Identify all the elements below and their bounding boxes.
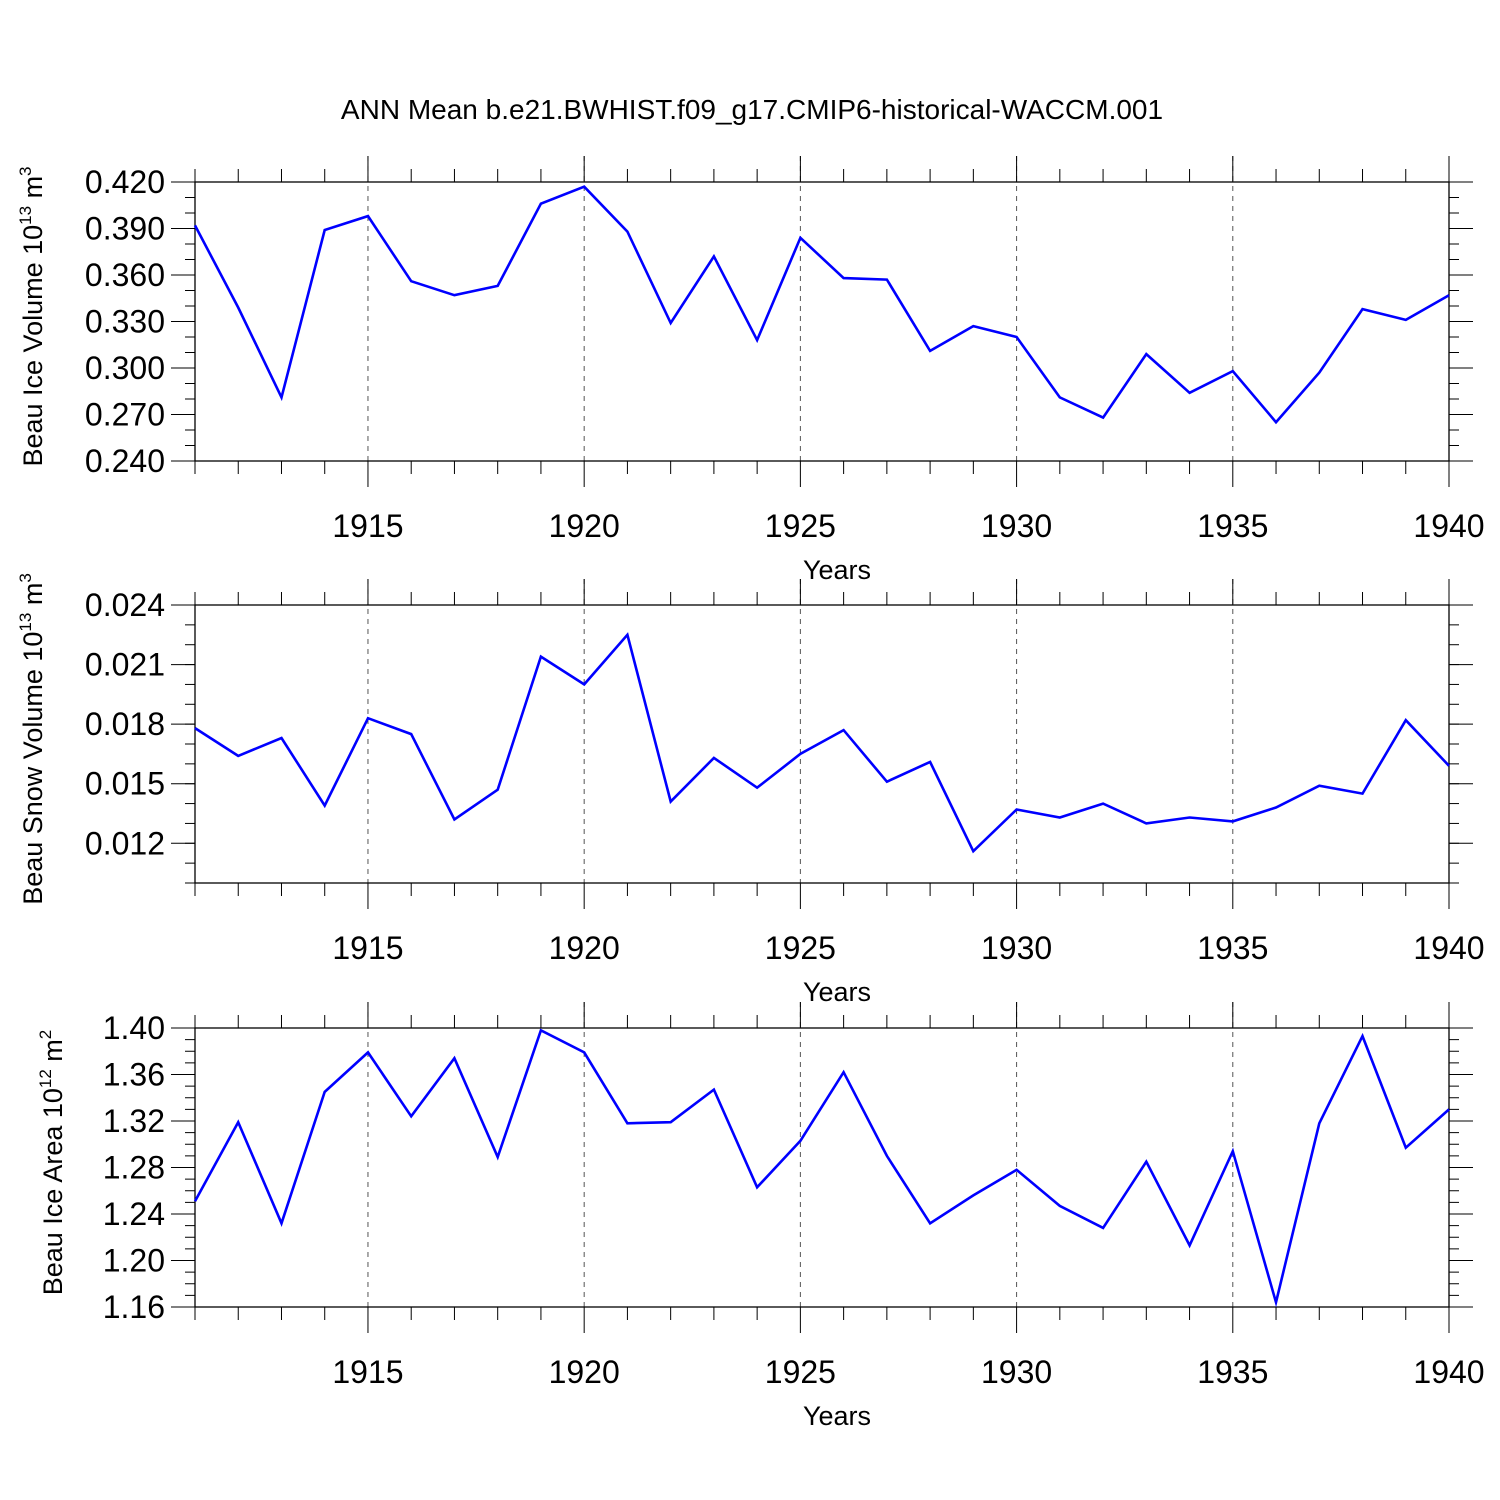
y-tick-label: 0.021 xyxy=(85,647,165,683)
x-axis-label: Years xyxy=(803,977,871,1007)
x-axis-label: Years xyxy=(803,1401,871,1431)
x-tick-label: 1925 xyxy=(765,930,836,966)
panel-ice-area: 1.16 1.20 1.24 1.28 1.32 1.36 1.40 1915 1920 1925… xyxy=(36,1002,1485,1431)
x-tick-label: 1940 xyxy=(1413,930,1484,966)
series-line xyxy=(193,1028,1450,1308)
y-tick-label: 1.32 xyxy=(103,1103,165,1139)
plot-frame xyxy=(194,604,1450,884)
y-tick-label: 1.36 xyxy=(103,1057,165,1093)
y-tick-label: 0.018 xyxy=(85,706,165,742)
x-tick-label: 1925 xyxy=(765,508,836,544)
x-tick-label: 1930 xyxy=(981,930,1052,966)
y-axis-label-part: m xyxy=(18,583,48,613)
y-axis-label-superscript: 3 xyxy=(16,573,35,582)
y-axis-label-superscript: 3 xyxy=(16,166,35,175)
y-tick-label: 0.270 xyxy=(85,397,165,433)
x-tick-label: 1920 xyxy=(549,508,620,544)
y-tick-label: 0.240 xyxy=(85,443,165,479)
y-axis-label: Beau Snow Volume 1013 m3 xyxy=(16,573,48,905)
x-tick-label: 1915 xyxy=(332,1354,403,1390)
y-tick-label: 0.024 xyxy=(85,587,165,623)
y-tick-label: 1.16 xyxy=(103,1289,165,1325)
figure-title: ANN Mean b.e21.BWHIST.f09_g17.CMIP6-hist… xyxy=(341,94,1163,125)
y-tick-label: 1.28 xyxy=(103,1150,165,1186)
y-tick-label: 1.40 xyxy=(103,1010,165,1046)
x-tick-label: 1915 xyxy=(332,930,403,966)
y-tick-label: 0.420 xyxy=(85,164,165,200)
plot-frame xyxy=(194,181,1450,462)
y-tick-label: 1.24 xyxy=(103,1196,165,1232)
x-tick-label: 1935 xyxy=(1197,508,1268,544)
x-tick-label: 1940 xyxy=(1413,508,1484,544)
y-tick-label: 0.360 xyxy=(85,257,165,293)
x-tick-label: 1920 xyxy=(549,930,620,966)
y-axis-label-superscript: 12 xyxy=(36,1069,55,1088)
y-axis-label-superscript: 13 xyxy=(16,613,35,632)
x-tick-label: 1930 xyxy=(981,1354,1052,1390)
y-axis-label-part: Beau Ice Area 10 xyxy=(38,1088,68,1295)
x-tick-label: 1920 xyxy=(549,1354,620,1390)
x-tick-label: 1925 xyxy=(765,1354,836,1390)
y-tick-label: 0.015 xyxy=(85,766,165,802)
y-axis-label: Beau Ice Area 1012 m2 xyxy=(36,1030,68,1296)
plot-frame xyxy=(194,1027,1450,1308)
series-line xyxy=(193,185,1450,425)
x-tick-label: 1940 xyxy=(1413,1354,1484,1390)
y-tick-label: 0.012 xyxy=(85,825,165,861)
y-tick-label: 1.20 xyxy=(103,1243,165,1279)
panel-ice-volume: 0.240 0.270 0.300 0.330 0.360 0.390 0.420 1915 1… xyxy=(16,156,1485,585)
x-tick-label: 1935 xyxy=(1197,930,1268,966)
y-tick-label: 0.390 xyxy=(85,211,165,247)
y-axis-label-superscript: 13 xyxy=(16,206,35,225)
x-tick-label: 1930 xyxy=(981,508,1052,544)
y-axis-label-part: m xyxy=(18,176,48,206)
y-axis-label: Beau Ice Volume 1013 m3 xyxy=(16,166,48,466)
panel-snow-volume: 0.012 0.015 0.018 0.021 0.024 1915 1920 1925 193… xyxy=(16,573,1485,1007)
x-tick-label: 1915 xyxy=(332,508,403,544)
series-line xyxy=(194,632,1450,854)
y-tick-label: 0.300 xyxy=(85,350,165,386)
y-axis-label-part: Beau Snow Volume 10 xyxy=(18,632,48,905)
x-axis-label: Years xyxy=(803,555,871,585)
y-axis-label-part: Beau Ice Volume 10 xyxy=(18,225,48,467)
y-tick-label: 0.330 xyxy=(85,304,165,340)
y-axis-label-superscript: 2 xyxy=(36,1030,55,1039)
y-axis-label-part: m xyxy=(38,1039,68,1069)
x-tick-label: 1935 xyxy=(1197,1354,1268,1390)
